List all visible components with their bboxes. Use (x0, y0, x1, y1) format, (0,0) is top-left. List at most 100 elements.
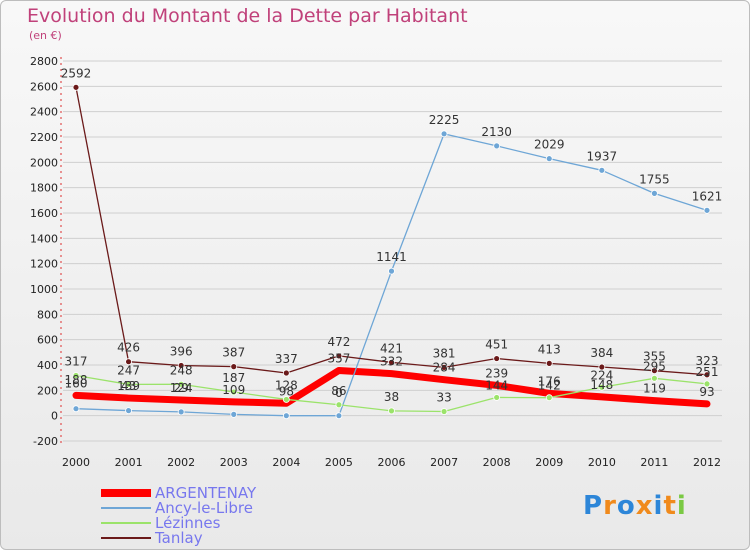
y-tick-label: 200 (37, 384, 58, 397)
y-tick-label: 2400 (30, 106, 58, 119)
data-point (493, 394, 501, 401)
data-label: 317 (65, 355, 88, 369)
data-point (545, 155, 553, 163)
data-point (388, 267, 395, 275)
x-tick-label: 2002 (167, 456, 195, 469)
y-tick-label: 1200 (30, 258, 58, 271)
y-tick-label: 600 (37, 334, 58, 347)
y-tick-label: 1400 (30, 232, 58, 245)
data-label: 1755 (639, 172, 670, 186)
legend-label: Tanlay (154, 529, 203, 547)
data-label: 0 (335, 386, 343, 400)
data-point (125, 407, 132, 415)
data-label: 176 (538, 374, 561, 388)
legend-label: Ancy-le-Libre (155, 499, 253, 517)
x-tick-label: 2003 (220, 456, 248, 469)
data-point (72, 372, 80, 379)
data-point (230, 363, 238, 371)
data-point (703, 371, 711, 379)
y-tick-label: -200 (33, 435, 58, 448)
data-label: 98 (279, 384, 294, 398)
data-label: 337 (275, 352, 298, 366)
data-label: 38 (384, 390, 399, 404)
data-label: 109 (222, 383, 245, 397)
data-point (282, 412, 290, 420)
grid (63, 60, 722, 442)
data-label: 2029 (534, 138, 565, 152)
y-tick-label: 400 (37, 359, 58, 372)
data-point (651, 374, 658, 382)
data-label: 1621 (692, 189, 723, 203)
data-label: 381 (433, 346, 456, 360)
data-label: 248 (170, 363, 193, 377)
x-tick-label: 2004 (272, 456, 300, 469)
data-point (545, 394, 553, 402)
data-point (335, 412, 343, 420)
data-label: 451 (485, 338, 508, 352)
y-tick-label: 2200 (30, 131, 58, 144)
data-point (72, 405, 80, 413)
data-point (177, 362, 185, 369)
y-tick-label: 2800 (30, 55, 58, 68)
y-tick-label: 0 (51, 410, 58, 423)
data-label: 413 (538, 342, 561, 356)
data-label: 355 (643, 350, 666, 364)
y-tick-label: 1600 (30, 207, 58, 220)
data-label: 284 (433, 361, 456, 375)
data-label: 29 (174, 381, 189, 395)
data-point (493, 355, 501, 362)
y-tick-label: 1800 (30, 182, 58, 195)
data-label: 128 (275, 378, 298, 392)
data-point (125, 358, 132, 366)
proxiti-logo: Proxiti (583, 491, 687, 521)
data-point (177, 380, 185, 388)
data-label: 396 (170, 345, 193, 359)
data-label: 148 (590, 378, 613, 392)
data-label: 124 (170, 381, 193, 395)
data-point (230, 410, 238, 418)
data-point (651, 189, 658, 197)
data-label: 387 (222, 346, 245, 360)
data-label: 142 (538, 379, 561, 393)
data-point (493, 142, 501, 150)
data-label: 384 (590, 346, 613, 360)
data-label: 119 (643, 382, 666, 396)
data-label: 1141 (376, 250, 407, 264)
data-label: 86 (331, 384, 346, 398)
chart-title: Evolution du Montant de la Dette par Hab… (27, 5, 468, 27)
data-label: 2592 (61, 66, 92, 80)
data-point (651, 367, 658, 375)
legend-label: Lézinnes (155, 514, 221, 532)
data-label: 2130 (481, 125, 512, 139)
data-point (598, 363, 606, 371)
data-label: 2225 (429, 113, 460, 127)
data-point (72, 83, 80, 91)
data-label: 187 (222, 371, 245, 385)
axes: -200020040060080010001200140016001800200… (30, 55, 721, 469)
y-tick-label: 2600 (30, 80, 58, 93)
data-label: 426 (117, 341, 140, 355)
data-point (230, 388, 238, 396)
x-tick-label: 2008 (483, 456, 511, 469)
data-point (177, 408, 185, 416)
series (72, 83, 711, 420)
data-labels: 1141 2225 2130 2029 1937 1755 1621 317 247 248 187… (61, 66, 723, 404)
data-label: 43 (121, 379, 136, 393)
data-point (440, 130, 448, 138)
data-label: 472 (327, 335, 350, 349)
data-point (440, 364, 448, 371)
series-line-3 (75, 86, 708, 376)
y-tick-label: 1000 (30, 283, 58, 296)
data-label: 188 (65, 373, 88, 387)
data-label: 251 (696, 365, 719, 379)
data-label: 139 (117, 379, 140, 393)
data-point (598, 383, 606, 391)
data-label: 33 (436, 390, 451, 404)
x-tick-label: 2006 (378, 456, 406, 469)
legend-label: ARGENTENAY (155, 484, 257, 502)
data-label: 247 (117, 363, 140, 377)
data-label: 93 (699, 385, 714, 399)
data-point (388, 407, 395, 415)
